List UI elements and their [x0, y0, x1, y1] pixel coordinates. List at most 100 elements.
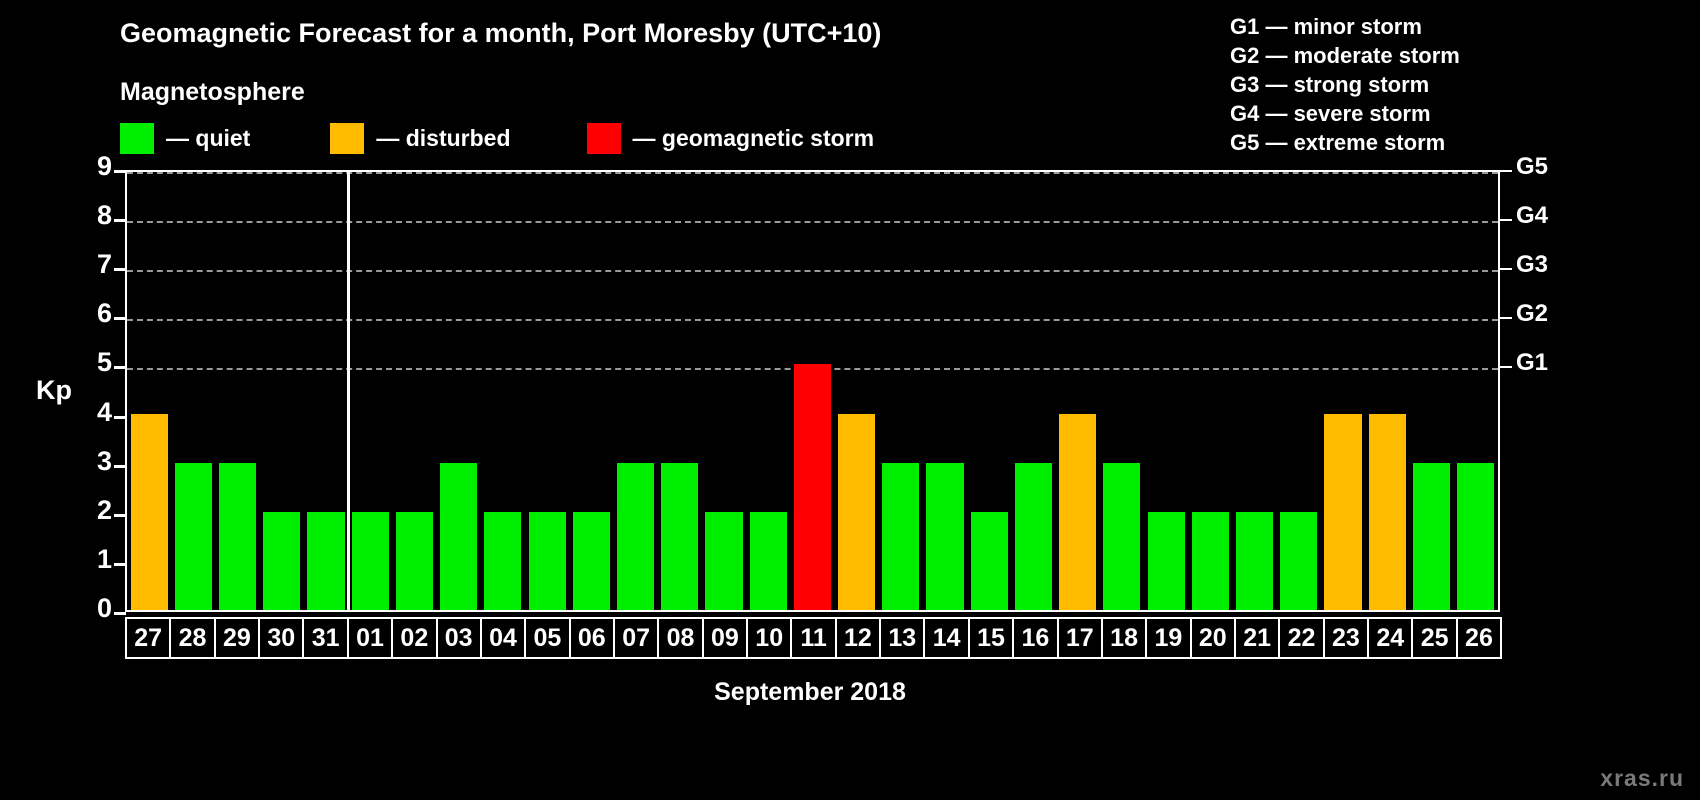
- plot-inner: [127, 172, 1498, 610]
- bar-cell: [1056, 172, 1100, 610]
- bar-24-kp-4: [1368, 413, 1406, 610]
- bar-cell: [304, 172, 348, 610]
- date-label: 19: [1154, 623, 1183, 652]
- g-tick-label-G2: G2: [1516, 300, 1549, 328]
- bar-17-kp-4: [1059, 413, 1097, 610]
- legend-label-disturbed: — disturbed: [376, 124, 511, 151]
- legend-label-storm: — geomagnetic storm: [632, 124, 875, 151]
- plot-area: [125, 170, 1500, 612]
- date-cell-31: 31: [302, 617, 349, 659]
- legend-swatch-disturbed: [330, 122, 365, 154]
- y-tick-label-9: 9: [96, 151, 112, 181]
- bar-31-kp-2: [307, 511, 345, 610]
- bar-cell: [746, 172, 790, 610]
- bar-13-kp-3: [882, 462, 920, 610]
- date-label: 06: [577, 623, 606, 652]
- legend-swatch-quiet: [120, 122, 154, 154]
- bar-cell: [835, 172, 879, 610]
- date-label: 04: [489, 623, 517, 652]
- g-scale-legend-line-1: G1 — minor storm: [1230, 14, 1422, 39]
- bar-02-kp-2: [395, 511, 433, 610]
- legend-item-storm: — geomagnetic storm: [586, 122, 875, 154]
- y-tick-mark-8: [114, 219, 126, 223]
- date-label: 12: [844, 623, 872, 652]
- y-tick-mark-4: [114, 415, 126, 419]
- date-label: 14: [932, 623, 961, 652]
- date-cell-11: 11: [790, 617, 837, 659]
- date-label: 23: [1331, 623, 1360, 652]
- date-cell-24: 24: [1367, 617, 1414, 659]
- date-cell-29: 29: [213, 617, 261, 659]
- bar-series: [127, 172, 1498, 610]
- bar-cell: [1454, 172, 1498, 610]
- bar-cell: [569, 172, 613, 610]
- date-cell-06: 06: [568, 617, 615, 659]
- bar-cell: [923, 172, 967, 610]
- bar-18-kp-3: [1103, 462, 1141, 610]
- bar-cell: [392, 172, 436, 610]
- bar-21-kp-2: [1236, 511, 1274, 610]
- bar-cell: [1409, 172, 1453, 610]
- date-cell-01: 01: [346, 617, 394, 659]
- date-cell-05: 05: [524, 617, 571, 659]
- date-cell-10: 10: [746, 617, 793, 659]
- bar-08-kp-3: [661, 462, 699, 610]
- g-scale-legend-line-4: G4 — severe storm: [1230, 101, 1431, 126]
- y-tick-mark-9: [114, 170, 126, 173]
- bar-cell: [702, 172, 746, 610]
- bar-cell: [613, 172, 657, 610]
- month-divider: [347, 172, 351, 610]
- y-axis-title: Kp: [36, 375, 72, 405]
- y-tick-label-1: 1: [96, 543, 112, 574]
- g-tick-mark-G5: [1500, 170, 1512, 172]
- date-label: 11: [800, 623, 827, 652]
- bar-cell: [1144, 172, 1188, 610]
- page-title: Geomagnetic Forecast for a month, Port M…: [120, 18, 882, 48]
- g-scale-legend-line-5: G5 — extreme storm: [1230, 130, 1446, 155]
- date-cell-12: 12: [834, 617, 882, 659]
- bar-cell: [260, 172, 304, 610]
- legend-swatch-storm: [586, 122, 621, 154]
- y-tick-label-6: 6: [96, 298, 112, 329]
- date-cell-03: 03: [435, 617, 482, 659]
- bar-cell: [1188, 172, 1232, 610]
- bar-04-kp-2: [484, 511, 522, 610]
- bar-09-kp-2: [705, 511, 743, 610]
- date-cell-07: 07: [612, 617, 660, 659]
- y-tick-mark-7: [114, 268, 126, 272]
- y-tick-label-3: 3: [96, 445, 112, 476]
- bar-cell: [790, 172, 834, 610]
- g-tick-label-G1: G1: [1516, 349, 1549, 377]
- bar-cell: [171, 172, 215, 610]
- bar-19-kp-2: [1147, 511, 1185, 610]
- y-tick-label-8: 8: [96, 200, 112, 231]
- bar-cell: [1277, 172, 1321, 610]
- bar-01-kp-2: [351, 511, 389, 610]
- date-label: 15: [977, 623, 1005, 652]
- date-label: 10: [755, 623, 784, 652]
- bar-cell: [658, 172, 702, 610]
- date-label: 02: [400, 623, 429, 652]
- g-tick-mark-G1: [1500, 366, 1512, 369]
- bar-cell: [127, 172, 171, 610]
- bar-cell: [481, 172, 525, 610]
- magnetosphere-label: Magnetosphere: [120, 78, 305, 106]
- legend-item-quiet: — quiet: [120, 122, 250, 154]
- g-tick-mark-G4: [1500, 219, 1512, 222]
- date-cell-15: 15: [967, 617, 1015, 659]
- date-label: 29: [222, 623, 251, 652]
- y-tick-mark-2: [114, 513, 126, 517]
- gridline-kp-8: [127, 221, 1498, 224]
- x-axis-date-labels: 27 28 29 30 31 01 02 03 04 05 06 07 08 09 10 11 12 13 14 15…: [125, 617, 1503, 659]
- date-cell-20: 20: [1189, 617, 1236, 659]
- g-tick-label-G5: G5: [1516, 153, 1549, 180]
- date-cell-21: 21: [1233, 617, 1281, 659]
- date-cell-19: 19: [1145, 617, 1192, 659]
- g-scale-legend: G1 — minor storm G2 — moderate storm G3 — …: [1230, 12, 1460, 157]
- bar-cell: [215, 172, 259, 610]
- magnetosphere-legend: — quiet — disturbed — geomagnetic storm: [120, 122, 874, 154]
- bar-cell: [1232, 172, 1276, 610]
- g-tick-mark-G2: [1500, 317, 1512, 320]
- date-label: 22: [1287, 623, 1316, 652]
- bar-cell: [1321, 172, 1365, 610]
